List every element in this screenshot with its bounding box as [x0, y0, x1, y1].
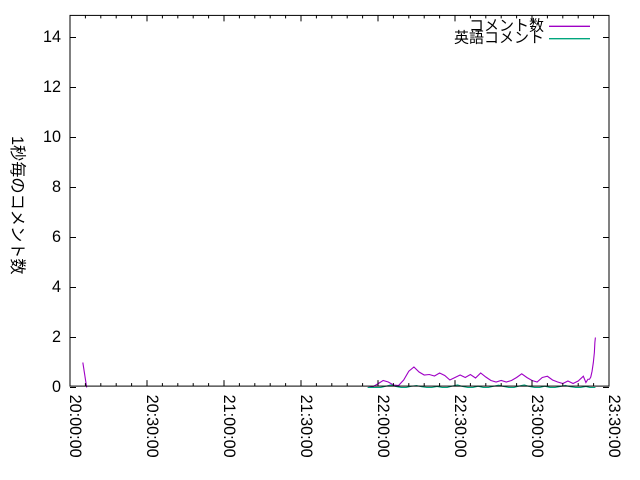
- svg-text:1秒毎のコメント数: 1秒毎のコメント数: [8, 136, 26, 275]
- svg-text:6: 6: [52, 228, 61, 246]
- svg-text:22:00:00: 22:00:00: [374, 395, 392, 458]
- svg-text:14: 14: [43, 28, 61, 46]
- svg-text:2: 2: [52, 328, 61, 346]
- svg-text:10: 10: [43, 128, 61, 146]
- svg-text:22:30:00: 22:30:00: [451, 395, 469, 458]
- svg-text:8: 8: [52, 178, 61, 196]
- svg-text:英語コメント: 英語コメント: [454, 29, 544, 47]
- svg-text:20:00:00: 20:00:00: [66, 395, 84, 458]
- svg-text:23:00:00: 23:00:00: [528, 395, 546, 458]
- svg-text:4: 4: [52, 278, 61, 296]
- svg-text:23:30:00: 23:30:00: [605, 395, 623, 458]
- svg-text:21:00:00: 21:00:00: [220, 395, 238, 458]
- svg-text:20:30:00: 20:30:00: [143, 395, 161, 458]
- svg-text:12: 12: [43, 78, 61, 96]
- svg-text:21:30:00: 21:30:00: [297, 395, 315, 458]
- svg-text:0: 0: [52, 378, 61, 396]
